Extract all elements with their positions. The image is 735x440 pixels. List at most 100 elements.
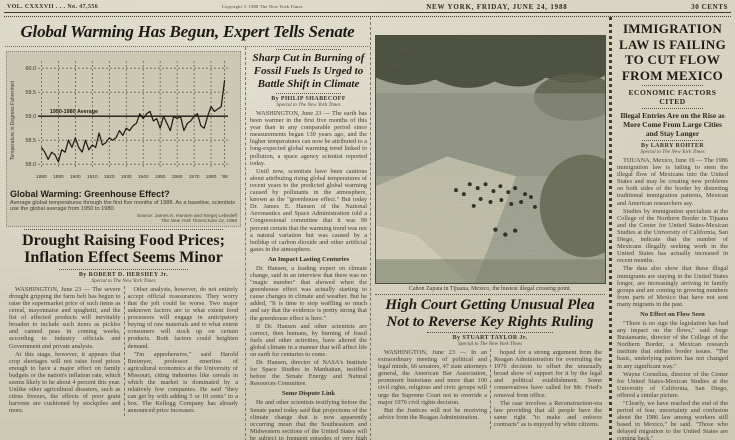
immigration-kicker: ECONOMIC FACTORS CITED [628, 88, 717, 106]
climate-body-2: He and other scientists testifying befor… [250, 399, 367, 440]
immigration-subhead: No Effect on Flow Seen [640, 310, 705, 318]
drought-body-col1: WASHINGTON, June 23 — The severe drought… [6, 286, 124, 416]
climate-lede: WASHINGTON, June 23 — The earth has been… [250, 110, 367, 253]
paragraph: hoped for a strong argument from the Rea… [494, 349, 602, 399]
column-left: Temperature in Degrees Fahrenheit 58.0 58… [5, 47, 245, 440]
photo-block: Cañon Zapata in Tijuana, Mexico, the bus… [375, 35, 606, 292]
svg-text:58.0: 58.0 [26, 162, 37, 168]
paragraph: "I'm apprehensive," said Harold Breimyer… [127, 350, 239, 415]
border-crossing-photo [375, 35, 606, 284]
chart-plot-area: Temperature in Degrees Fahrenheit 58.0 58… [10, 55, 237, 187]
svg-text:1920: 1920 [104, 174, 115, 180]
column-climate: Sharp Cut in Burning of Fossil Fuels Is … [245, 47, 370, 440]
deck-rule [641, 140, 704, 141]
paragraph: WASHINGTON, June 23 — The earth has been… [250, 110, 367, 167]
page-columns: Global Warming Has Begun, Expert Tells S… [0, 17, 735, 440]
paragraph: "Clearly, we have reached the end of the… [617, 400, 728, 440]
high-court-body-col1: WASHINGTON, June 23 — In an extraordinar… [375, 349, 490, 429]
drought-byline: By ROBERT D. HERSHEY Jr. [78, 271, 169, 278]
drought-headline-line1: Drought Raising Food Prices; [22, 231, 225, 249]
high-court-article: High Court Getting Unusual Plea Not to R… [375, 294, 605, 430]
paragraph: Studies by immigration specialists at th… [617, 207, 728, 265]
chart-source: Source: James E. Hansen and Sergej Lebed… [136, 213, 237, 219]
paragraph: Dr. Hansen, director of NASA's Institute… [250, 359, 367, 388]
paragraph: WASHINGTON, June 23 — The severe drought… [9, 285, 121, 350]
high-court-headline: High Court Getting Unusual Plea Not to R… [375, 297, 605, 330]
high-court-body-col2: hoped for a strong argument from the Rea… [490, 349, 605, 430]
chart-y-axis-label: Temperature in Degrees Fahrenheit [10, 81, 16, 161]
high-court-body: WASHINGTON, June 23 — In an extraordinar… [375, 349, 605, 430]
high-court-headline-line2: Not to Reverse Key Rights Ruling [386, 313, 594, 330]
svg-text:1970: 1970 [189, 174, 200, 180]
immigration-body-2: "There is no sign the legislation has ha… [617, 320, 728, 440]
chart: Temperature in Degrees Fahrenheit 58.0 58… [6, 51, 241, 227]
copyright-line: Copyright © 1988 The New York Times [221, 4, 303, 9]
paragraph: Wayne Cornelius, director of the Center … [617, 370, 728, 399]
paragraph: Other analysts, however, do not entirely… [127, 285, 239, 350]
high-court-byline: By STUART TAYLOR Jr. [452, 335, 528, 341]
immigration-deck: Illegal Entries Are on the Rise as More … [620, 111, 725, 138]
dateline: NEW YORK, FRIDAY, JUNE 24, 1988 [426, 2, 568, 11]
svg-text:59.0: 59.0 [26, 114, 37, 120]
climate-credit: Special to The New York Times [276, 102, 341, 108]
chart-caption: Average global temperatures through the … [10, 200, 236, 213]
svg-text:1940: 1940 [138, 174, 149, 180]
temperature-line-chart: 58.0 58.5 59.0 59.5 60.0 1950-1980 Average 188… [26, 61, 228, 180]
paragraph: But the Justices will not be receiving a… [378, 406, 487, 421]
headline-rule [426, 332, 554, 333]
svg-text:1910: 1910 [87, 174, 98, 180]
section-rule [23, 228, 224, 230]
drought-credit: Special to The New York Times [91, 277, 156, 284]
drought-headline-line2: Inflation Effect Seems Minor [24, 249, 223, 267]
masthead-rule [4, 12, 731, 17]
svg-text:1930: 1930 [121, 174, 132, 180]
drought-body: WASHINGTON, June 23 — The severe drought… [6, 285, 242, 416]
svg-text:58.5: 58.5 [26, 138, 37, 144]
paragraph: TIJUANA, Mexico, June 16 — The 1986 immi… [617, 157, 728, 207]
deck-rule-top [276, 49, 341, 50]
paragraph: Dr. Hansen, a leading expert on climate … [250, 264, 367, 322]
banner-headline: Global Warming Has Begun, Expert Tells S… [5, 17, 370, 47]
price: 30 CENTS [691, 2, 728, 11]
paragraph: Until now, scientists have been cautious… [250, 167, 367, 253]
paragraph: If Dr. Hansen and other scientists are c… [250, 322, 367, 358]
deck-rule-bottom [276, 93, 341, 94]
column-immigration: IMMIGRATION LAW IS FAILING TO CUT FLOW F… [609, 17, 730, 440]
kicker-rule-bottom [641, 108, 704, 109]
climate-subhead-2: Some Dispute Link [281, 390, 336, 398]
chart-title: Global Warming: Greenhouse Effect? [10, 189, 170, 199]
chart-credit: The New York Times/June 24, 1988 [160, 218, 237, 224]
svg-text:1890: 1890 [53, 174, 64, 180]
drought-body-col2: Other analysts, however, do not entirely… [123, 285, 242, 416]
high-court-credit: Special to The New York Times [457, 341, 523, 347]
immigration-body-1: TIJUANA, Mexico, June 16 — The 1986 immi… [617, 157, 728, 308]
climate-body-1: Dr. Hansen, a leading expert on climate … [250, 265, 367, 388]
svg-text:59.5: 59.5 [26, 90, 37, 96]
svg-text:1980: 1980 [206, 174, 217, 180]
paragraph: He and other scientists testifying befor… [250, 399, 367, 440]
column-photo: Cañon Zapata in Tijuana, Mexico, the bus… [370, 17, 609, 440]
headline-rule [58, 268, 189, 270]
high-court-headline-line1: High Court Getting Unusual Plea [385, 297, 595, 313]
svg-text:'88: '88 [221, 174, 228, 180]
drought-headline: Drought Raising Food Prices; Inflation E… [6, 232, 241, 267]
volume-number: VOL. CXXXVII . . . No. 47,556 [7, 3, 99, 10]
kicker-rule-top [641, 85, 704, 86]
svg-text:1950-1980 Average: 1950-1980 Average [50, 109, 98, 115]
svg-text:1950: 1950 [155, 174, 166, 180]
svg-text:1880: 1880 [36, 174, 47, 180]
photo-caption: Cañon Zapata in Tijuana, Mexico, the bus… [408, 286, 572, 292]
immigration-headline: IMMIGRATION LAW IS FAILING TO CUT FLOW F… [618, 21, 727, 83]
paragraph: At this stage, however, it appears that … [9, 350, 121, 415]
paragraph: The data also show that these illegal im… [617, 265, 728, 308]
climate-subhead-1: An Impact Lasting Centuries [267, 255, 350, 263]
masthead: VOL. CXXXVII . . . No. 47,556 Copyright … [0, 0, 735, 12]
paragraph: WASHINGTON, June 23 — In an extraordinar… [378, 349, 487, 406]
climate-deck-headline: Sharp Cut in Burning of Fossil Fuels Is … [252, 52, 365, 90]
paragraph: "There is no sign the legislation has ha… [617, 319, 728, 370]
svg-text:60.0: 60.0 [26, 66, 37, 72]
immigration-credit: Special to The New York Times [640, 149, 705, 155]
paragraph: The case involves a Reconstruction-era l… [494, 399, 602, 428]
immigration-byline: By LARRY ROHTER [641, 143, 704, 149]
